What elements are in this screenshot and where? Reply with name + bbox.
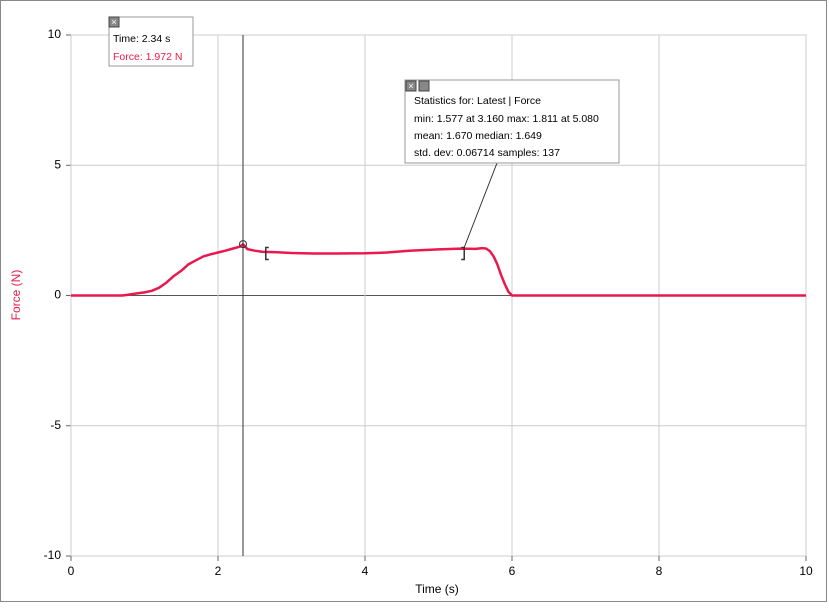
y-tick-label: 5 [54, 157, 61, 171]
y-tick-label: 10 [48, 27, 62, 41]
y-tick-label: -10 [44, 548, 62, 562]
y-tick-label: -5 [50, 418, 61, 432]
x-tick-label: 2 [215, 564, 222, 578]
stats-box [404, 79, 620, 164]
stats-line: min: 1.577 at 3.160 max: 1.811 at 5.080 [414, 113, 599, 125]
x-axis-label: Time (s) [415, 582, 459, 596]
x-tick-label: 10 [799, 564, 813, 578]
x-tick-label: 6 [509, 564, 516, 578]
stats-line: mean: 1.670 median: 1.649 [414, 130, 542, 142]
x-tick-label: 8 [656, 564, 663, 578]
close-button[interactable] [108, 16, 120, 28]
selection-bracket [265, 246, 269, 261]
close-icon: × [408, 81, 413, 91]
stats-title: Statistics for: Latest | Force [414, 95, 541, 107]
y-axis-label: Force (N) [9, 270, 23, 321]
stats-leader [463, 162, 498, 248]
close-button[interactable] [405, 80, 417, 92]
selection-bracket [461, 246, 465, 261]
tooltip-time: Time: 2.34 s [113, 33, 170, 45]
x-tick-label: 4 [362, 564, 369, 578]
minimize-button[interactable] [418, 80, 430, 92]
cursor-tooltip [108, 16, 194, 67]
stats-line: std. dev: 0.06714 samples: 137 [414, 147, 560, 159]
tooltip-force: Force: 1.972 N [113, 51, 182, 63]
y-tick-label: 0 [54, 288, 61, 302]
data-line [71, 242, 806, 297]
close-icon: × [111, 17, 116, 27]
cursor-point [238, 240, 247, 249]
x-tick-label: 0 [68, 564, 75, 578]
